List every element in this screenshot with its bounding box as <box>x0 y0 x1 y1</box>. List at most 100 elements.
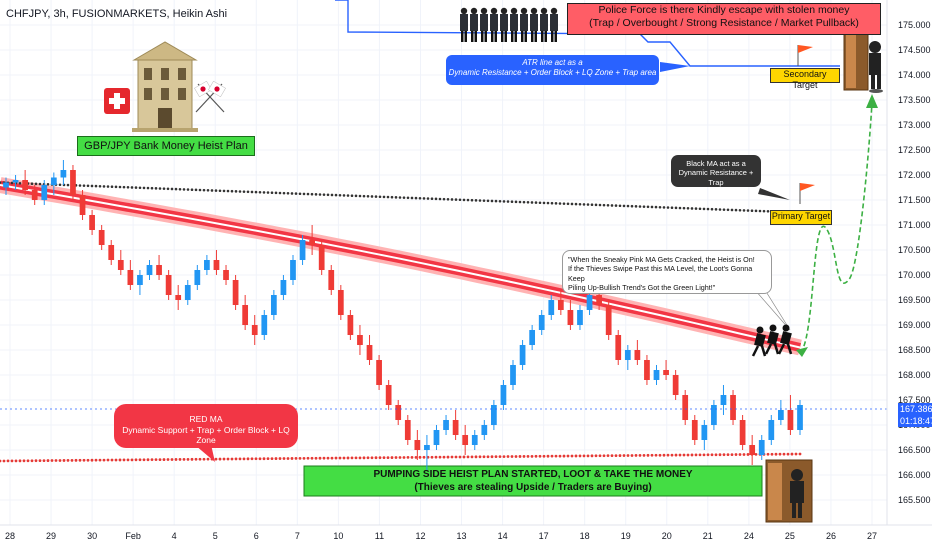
candle-body <box>60 170 67 178</box>
black-ma-dot <box>426 197 430 200</box>
black-ma-dot <box>762 209 766 213</box>
police-head <box>520 7 528 15</box>
black-ma-dot <box>706 207 710 211</box>
thief-leg <box>777 343 786 355</box>
black-ma-dot <box>302 192 306 196</box>
support-dot <box>286 457 290 460</box>
flag-icon <box>797 45 813 66</box>
support-dot <box>574 454 578 458</box>
x-tick-label: 24 <box>744 531 754 541</box>
support-dot <box>174 458 178 461</box>
candle-body <box>720 395 727 405</box>
black-ma-dot <box>94 184 98 188</box>
black-ma-dot <box>10 181 14 185</box>
black-ma-dot <box>506 200 510 203</box>
support-dot <box>38 459 42 463</box>
support-dot <box>706 453 710 457</box>
support-dot <box>446 455 450 459</box>
support-dot <box>742 453 746 456</box>
police-leg <box>531 31 534 42</box>
candle-body <box>137 275 143 285</box>
black-ma-dot <box>566 202 570 206</box>
support-dot <box>714 453 718 457</box>
candle-body <box>414 440 421 450</box>
black-ma-dot <box>230 189 234 193</box>
candle-body <box>567 310 574 325</box>
swiss-flag-icon <box>104 88 130 114</box>
candle-body <box>777 410 784 420</box>
candle-body <box>443 420 449 430</box>
police-leg <box>501 31 504 42</box>
black-ma-dot <box>434 197 438 201</box>
candle-body <box>510 365 516 385</box>
black-ma-dot <box>618 204 622 208</box>
support-dot <box>598 454 602 458</box>
y-tick-label: 171.500 <box>898 195 931 205</box>
x-tick-label: 12 <box>415 531 425 541</box>
police-leg <box>541 31 544 42</box>
thief-body <box>767 331 779 346</box>
support-dot <box>626 454 630 457</box>
support-dot <box>98 458 102 462</box>
thief-leg <box>786 343 793 355</box>
support-dot <box>330 456 334 460</box>
police-leg <box>471 31 474 42</box>
black-ma-dot <box>102 185 106 188</box>
support-dot <box>466 455 470 459</box>
x-tick-label: 21 <box>703 531 713 541</box>
black-ma-dot <box>470 198 474 202</box>
x-tick-label: 30 <box>87 531 97 541</box>
support-dot <box>722 453 726 457</box>
police-leg <box>464 31 467 42</box>
quote-pointer <box>754 289 791 331</box>
pumping-box: PUMPING SIDE HEIST PLAN STARTED, LOOT & … <box>304 467 762 496</box>
support-dot <box>614 454 618 458</box>
black-ma-dot <box>650 205 654 209</box>
support-dot <box>698 453 702 457</box>
support-dot <box>306 456 310 460</box>
x-tick-label: 29 <box>46 531 56 541</box>
support-dot <box>366 456 370 460</box>
support-dot <box>86 458 90 462</box>
black-ma-dot <box>642 205 646 208</box>
black-ma-dot <box>146 186 150 190</box>
black-ma-dot <box>298 192 302 196</box>
black-ma-dot <box>194 188 198 192</box>
support-dot <box>14 459 18 463</box>
black-ma-dot <box>370 195 374 198</box>
y-tick-label: 175.000 <box>898 20 931 30</box>
black-ma-dot <box>686 207 690 210</box>
candle-body <box>519 345 526 365</box>
support-dot <box>734 453 738 456</box>
black-ma-dot <box>66 183 70 187</box>
support-dot <box>146 458 150 462</box>
support-dot <box>606 454 610 458</box>
y-tick-label: 173.000 <box>898 120 931 130</box>
black-ma-dot <box>634 205 638 208</box>
candle-body <box>557 300 564 310</box>
x-tick-label: 11 <box>375 531 384 541</box>
black-ma-dot <box>174 187 178 191</box>
atr-box: ATR line act as a Dynamic Resistance + O… <box>446 55 659 85</box>
police-body <box>470 14 478 31</box>
support-dot <box>62 459 66 462</box>
candle-body <box>596 295 602 305</box>
support-dot <box>158 458 162 461</box>
support-dot <box>150 458 154 462</box>
support-dot <box>106 458 110 462</box>
black-ma-dot <box>670 206 674 209</box>
black-ma-dot <box>114 185 118 189</box>
black-ma-dot <box>178 187 182 191</box>
police-head <box>460 7 468 15</box>
black-ma-dot <box>630 204 634 208</box>
police-leg <box>511 31 514 42</box>
quote-line3: Piling Up-Bullish Trend's Got the Green … <box>568 283 716 293</box>
black-ma-dot <box>622 204 626 208</box>
x-tick-label: 7 <box>295 531 300 541</box>
support-dot <box>226 457 230 461</box>
black-ma-dot <box>378 195 382 199</box>
black-ma-dot <box>254 190 258 194</box>
x-tick-label: 5 <box>213 531 218 541</box>
black-ma-dot <box>538 201 542 205</box>
police-body <box>500 14 508 31</box>
